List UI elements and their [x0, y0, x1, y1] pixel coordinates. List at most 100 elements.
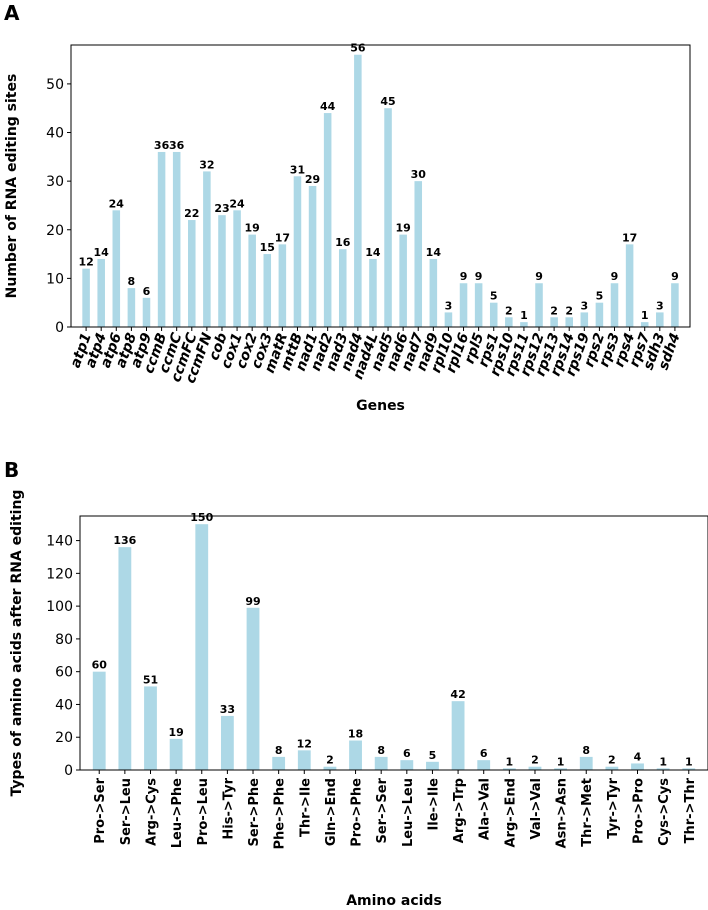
panel-a-value-label-nad7: 30 — [411, 168, 427, 181]
panel-b-x-tick-label-ala-val: Ala->Val — [478, 778, 493, 840]
panel-b-value-label-pro-ser: 60 — [92, 659, 108, 672]
panel-b-bar-ser-leu — [118, 547, 132, 770]
panel-b-bar-thr-thr — [682, 768, 696, 770]
panel-a-y-tick-label-10: 10 — [46, 271, 64, 287]
panel-b-bar-ile-ile — [426, 761, 439, 770]
panel-b-value-label-cys-cys: 1 — [659, 755, 667, 768]
panel-b-value-label-gln-end: 2 — [326, 754, 334, 767]
panel-a-value-label-atp8: 8 — [128, 275, 136, 288]
panel-a-value-label-rpl5: 9 — [475, 270, 483, 283]
panel-b-x-tick-label-pro-phe: Pro->Phe — [350, 778, 365, 847]
panel-b-bar-val-val — [528, 766, 542, 770]
panel-b-bar-arg-end — [502, 768, 516, 770]
panel-b-value-label-ser-phe: 99 — [245, 595, 260, 608]
panel-b-x-tick-label-pro-leu: Pro->Leu — [196, 778, 211, 846]
panel-a-y-axis-title: Number of RNA editing sites — [4, 74, 20, 299]
panel-b-bar-thr-ile — [297, 750, 311, 770]
panel-a-value-label-sdh3: 3 — [656, 299, 664, 312]
panel-a-bar-atp1 — [82, 268, 90, 327]
panel-b-x-tick-label-asn-asn: Asn->Asn — [555, 778, 570, 848]
panel-a-value-label-nad9: 14 — [426, 246, 442, 259]
panel-a-chart: 12atp114atp424atp68atp86atp936ccmB36ccmC… — [4, 42, 691, 414]
panel-b-plot-frame — [79, 515, 708, 771]
panel-a-bar-atp6 — [112, 210, 121, 327]
panel-a-bar-nad2 — [323, 113, 332, 327]
panel-b-bar-leu-leu — [400, 760, 414, 770]
panel-a-value-label-matr: 17 — [275, 231, 290, 244]
panel-a-value-label-mttb: 31 — [290, 163, 305, 176]
panel-b-bar-pro-phe — [349, 740, 362, 770]
panel-a-bar-matr — [278, 244, 287, 327]
panel-b-bar-ser-phe — [246, 607, 260, 770]
panel-a-value-label-rps3: 9 — [611, 270, 619, 283]
panel-a-y-tick-label-20: 20 — [46, 223, 64, 239]
panel-b-x-tick-label-ser-ser: Ser->Ser — [375, 777, 390, 843]
panel-b-y-tick-label-0: 0 — [64, 763, 73, 779]
panel-a-bar-sdh3 — [656, 312, 664, 327]
panel-b-bar-asn-asn — [554, 768, 568, 770]
panel-b-x-axis-title: Amino acids — [346, 893, 442, 909]
panel-a-letter: A — [4, 1, 20, 25]
panel-a-bar-ccmb — [157, 151, 166, 327]
panel-a-value-label-atp9: 6 — [143, 285, 151, 298]
panel-b-bar-his-tyr — [220, 715, 234, 770]
panel-b-value-label-arg-trp: 42 — [450, 688, 465, 701]
panel-a-bar-nad4 — [354, 54, 362, 328]
panel-b-y-tick-label-20: 20 — [55, 730, 73, 746]
panel-b-y-tick-label-100: 100 — [46, 599, 73, 615]
panel-a-bar-sdh4 — [671, 283, 679, 327]
panel-a-bar-cob — [218, 215, 226, 327]
panel-a-bar-rps10 — [505, 317, 513, 327]
panel-a-y-tick-label-0: 0 — [55, 320, 64, 336]
panel-a-value-label-nad4: 56 — [350, 42, 366, 55]
panel-a-bar-rpl10 — [444, 312, 453, 327]
panel-b-x-tick-label-tyr-tyr: Tyr->Tyr — [606, 777, 621, 838]
panel-a-bar-rpl16 — [459, 283, 468, 327]
panel-a-y-tick-label-40: 40 — [46, 126, 64, 142]
panel-a-bar-ccmfn — [203, 171, 211, 327]
panel-a-value-label-ccmb: 36 — [154, 139, 170, 152]
panel-a-bar-rps3 — [610, 283, 619, 327]
panel-b-x-tick-label-gln-end: Gln->End — [324, 778, 339, 846]
panel-a-bar-nad4l — [369, 258, 377, 327]
panel-a-bar-rps14 — [565, 317, 573, 327]
panel-b-value-label-leu-phe: 19 — [168, 726, 183, 739]
panel-a-value-label-cox3: 15 — [260, 241, 275, 254]
panel-a-value-label-ccmfc: 22 — [184, 207, 199, 220]
panel-b-value-label-leu-leu: 6 — [403, 747, 411, 760]
panel-a-value-label-ccmfn: 32 — [199, 158, 214, 171]
panel-a-value-label-rpl10: 3 — [445, 299, 453, 312]
panel-a-value-label-rps12: 9 — [535, 270, 543, 283]
panel-b-x-tick-label-pro-pro: Pro->Pro — [632, 778, 647, 844]
panel-a-bar-rps7 — [640, 322, 649, 327]
panel-a-value-label-rps13: 2 — [550, 304, 558, 317]
panel-a-value-label-ccmc: 36 — [169, 139, 185, 152]
panel-a-value-label-rps7: 1 — [641, 309, 649, 322]
panel-b-y-tick-label-80: 80 — [55, 632, 73, 648]
panel-b-value-label-ala-val: 6 — [480, 747, 488, 760]
panel-b-value-label-ser-ser: 8 — [377, 744, 385, 757]
panel-a-value-label-nad4l: 14 — [365, 246, 381, 259]
panel-b-bar-cys-cys — [656, 768, 670, 770]
panel-b-value-label-arg-end: 1 — [506, 755, 514, 768]
panel-a-bar-atp4 — [97, 258, 105, 327]
panel-b-bar-gln-end — [323, 766, 337, 770]
panel-a-value-label-rpl16: 9 — [460, 270, 468, 283]
panel-a-value-label-rps1: 5 — [490, 290, 498, 303]
panel-b-bar-pro-ser — [92, 671, 106, 770]
panel-b-x-tick-label-ile-ile: Ile->Ile — [426, 778, 441, 831]
panel-a-bar-cox3 — [263, 254, 272, 327]
panel-a-value-label-rps2: 5 — [596, 290, 604, 303]
panel-b-value-label-pro-phe: 18 — [348, 728, 363, 741]
panel-a-bar-nad5 — [384, 108, 392, 327]
panel-b-x-tick-label-arg-trp: Arg->Trp — [452, 778, 467, 843]
panel-a-bar-rpl5 — [474, 283, 483, 327]
panel-b-value-label-tyr-tyr: 2 — [608, 754, 616, 767]
panel-a-bar-rps19 — [580, 312, 589, 327]
panel-a-value-label-cox1: 24 — [229, 197, 245, 210]
panel-a-value-label-nad1: 29 — [305, 173, 320, 186]
panel-a-value-label-rps10: 2 — [505, 304, 513, 317]
panel-b-x-tick-label-his-tyr: His->Tyr — [221, 777, 236, 839]
panel-a-bar-mttb — [293, 176, 302, 327]
